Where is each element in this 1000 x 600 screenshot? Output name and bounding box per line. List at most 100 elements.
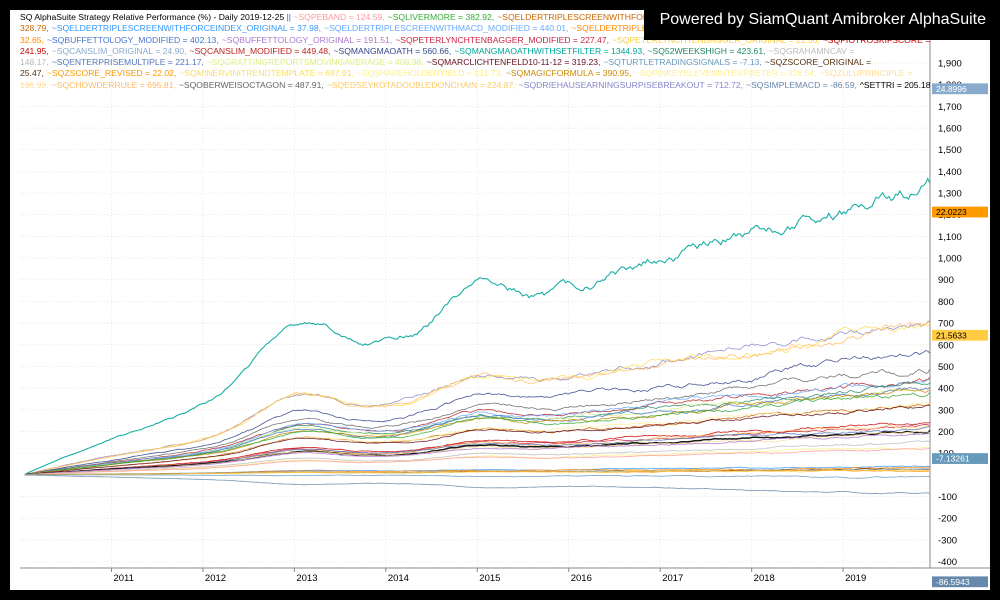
series-line: [24, 422, 931, 476]
y-tick-label: 900: [938, 275, 954, 286]
series-line: [24, 429, 931, 476]
legend-entry: ~SQPINKEYELEVENINTERPRETER = 326.54,: [634, 68, 817, 79]
x-tick-label: 2013: [296, 573, 317, 584]
x-tick-label: 2018: [754, 573, 775, 584]
legend-entry: ~SQDRIEHAUSEARNINGSURPISEBREAKOUT = 712.…: [518, 79, 744, 90]
y-tick-label: 1,400: [938, 167, 962, 178]
value-label: 24.8996: [932, 83, 988, 95]
x-tick-label: 2015: [479, 573, 500, 584]
series-line: [24, 177, 931, 476]
y-tick-label: 1,900: [938, 59, 962, 70]
series-line: [24, 379, 931, 476]
value-label-text: -86.5943: [936, 577, 970, 587]
legend-entry: ~SQMARCLICHTENFELD10-11-12 = 319.23,: [426, 57, 601, 68]
y-tick-label: -300: [938, 535, 957, 546]
legend-entry: ~SQCANSLIM_ORIGINAL = 24.90,: [51, 45, 187, 56]
legend-entry: ^SETTRI = 205.18: [859, 79, 931, 90]
chart-marker: ||: [286, 12, 292, 22]
series-lines: [24, 177, 931, 495]
powered-by-badge: Powered by SiamQuant Amibroker AlphaSuit…: [643, 0, 1000, 40]
y-tick-label: 700: [938, 319, 954, 330]
legend-entry: ~SQENTERPRISEMULTIPLE = 221.17,: [51, 57, 204, 68]
y-tick-label: 1,500: [938, 145, 962, 156]
y-tick-label: 500: [938, 362, 954, 373]
value-label-text: 21.5633: [936, 330, 967, 340]
legend-entry: ~SQZSCORE_ORIGINAL = 25.47,: [20, 57, 872, 79]
legend-entry: ~SQOBERWEISOCTAGON = 487.91,: [178, 79, 324, 90]
legend-entry: ~SQLIVERMORE = 382.92,: [387, 12, 495, 22]
legend-entry: ~SQZULUPRINCIPLE = 196.99,: [20, 68, 913, 90]
legend-entry: ~SQMANGMAOATH = 560.66,: [333, 45, 452, 56]
legend-entry: ~SQPETERLYNCHTENBAGGER_MODIFIED = 227.47…: [395, 34, 609, 45]
y-tick-label: -400: [938, 557, 957, 568]
y-tick-label: 300: [938, 405, 954, 416]
series-line: [24, 474, 931, 495]
legend-entry: ~SQGRATTINGREPORTSMOVINGAVERAGE = 408.98…: [206, 57, 424, 68]
legend-entry: ~SQELDERTRIPLESCREENWITHMACD_MODIFIED = …: [324, 23, 569, 34]
y-tick-label: 1,300: [938, 189, 962, 200]
legend-entry: ~SQSIMPLEMACD = -86.59,: [746, 79, 857, 90]
value-label: -7.13261: [932, 453, 988, 464]
legend-entry: ~SQELDERTRIPLESCREENWITHFORCEINDEX_MODIF…: [20, 12, 742, 34]
series-line: [24, 320, 931, 476]
y-tick-label: -200: [938, 514, 957, 525]
legend-entry: ~SQMAGICFORMULA = 390.95,: [505, 68, 632, 79]
legend-entry: ~SQTURTLETRADINGSIGNALS = -7.13,: [603, 57, 762, 68]
y-tick-label: 600: [938, 340, 954, 351]
value-label-text: 22.0223: [936, 207, 967, 217]
y-tick-label: 1,700: [938, 102, 962, 113]
y-tick-label: -100: [938, 492, 957, 503]
x-tick-label: 2014: [388, 573, 409, 584]
x-tick-label: 2017: [662, 573, 683, 584]
series-line: [24, 387, 931, 476]
performance-chart: -400-300-200-100100200300400500600700800…: [20, 10, 990, 588]
value-label: 22.0223: [932, 206, 988, 218]
value-label-bg: [932, 329, 988, 341]
legend-entry: ~SQSHAREHOLDERYIELD = 131.73,: [356, 68, 503, 79]
series-line: [24, 350, 931, 476]
legend-entry: ~SQGRAHAMNCAV = 148.17,: [20, 45, 855, 68]
legend-entry: ~SQCANSLIM_MODIFIED = 449.48,: [189, 45, 331, 56]
series-line: [24, 404, 931, 476]
value-label-text: 24.8996: [936, 84, 967, 94]
legend-entry: ~SQEDSEYKOTADOUBLEDONCHAIN = 224.87,: [326, 79, 516, 90]
value-label: -86.5943: [932, 576, 988, 588]
series-line: [24, 440, 931, 476]
series-line: [24, 368, 931, 476]
series-line: [24, 323, 931, 476]
y-tick-label: 400: [938, 384, 954, 395]
value-label-bg: [932, 453, 988, 464]
series-line: [24, 432, 931, 476]
y-tick-label: 800: [938, 297, 954, 308]
legend-entry: ~SQZSCORE_REVISED = 22.02,: [46, 68, 177, 79]
value-label: 21.5633: [932, 329, 988, 341]
legend-entry: ~SQ52WEEKSHIGH = 423.61,: [647, 45, 766, 56]
chart-date: 2019-12-25: [240, 12, 285, 22]
legend-entry: ~SQPEBAND = 124.59,: [293, 12, 385, 22]
chart-legend: SQ AlphaSuite Strategy Relative Performa…: [20, 12, 935, 91]
x-tick-label: 2011: [113, 573, 133, 584]
y-tick-label: 1,600: [938, 124, 962, 135]
grid: [20, 50, 930, 568]
legend-entry: ~SQELDERTRIPLESCREENWITHFORCEINDEX_ORIGI…: [51, 23, 322, 34]
value-label-bg: [932, 206, 988, 218]
legend-entry: ~SQMANGMAOATHWITHSETFILTER = 1344.93,: [454, 45, 645, 56]
y-tick-label: 1,100: [938, 232, 962, 243]
y-tick-label: 200: [938, 427, 954, 438]
legend-items: ~SQPEBAND = 124.59, ~SQLIVERMORE = 382.92…: [20, 12, 934, 90]
legend-entry: ~SQCHOWDERRULE = 695.81,: [51, 79, 176, 90]
value-labels: 1,344.93712.721697.914695.806560.663487.…: [932, 83, 988, 588]
series-line: [24, 474, 931, 479]
series-line: [24, 388, 931, 476]
x-tick-label: 2012: [205, 573, 226, 584]
legend-entry: ~SQBUFFETTOLOGY_MODIFIED = 402.13,: [46, 34, 219, 45]
legend-entry: ~SQBUFFETTOLOGY_ORIGINAL = 191.51,: [221, 34, 393, 45]
x-tick-label: 2019: [845, 573, 866, 584]
series-line: [24, 445, 931, 476]
value-label-text: -7.13261: [936, 454, 970, 464]
chart-title: SQ AlphaSuite Strategy Relative Performa…: [20, 12, 238, 22]
value-label-bg: [932, 83, 988, 95]
series-line: [24, 469, 931, 476]
chart-frame: -400-300-200-100100200300400500600700800…: [10, 10, 990, 590]
x-tick-label: 2016: [571, 573, 592, 584]
